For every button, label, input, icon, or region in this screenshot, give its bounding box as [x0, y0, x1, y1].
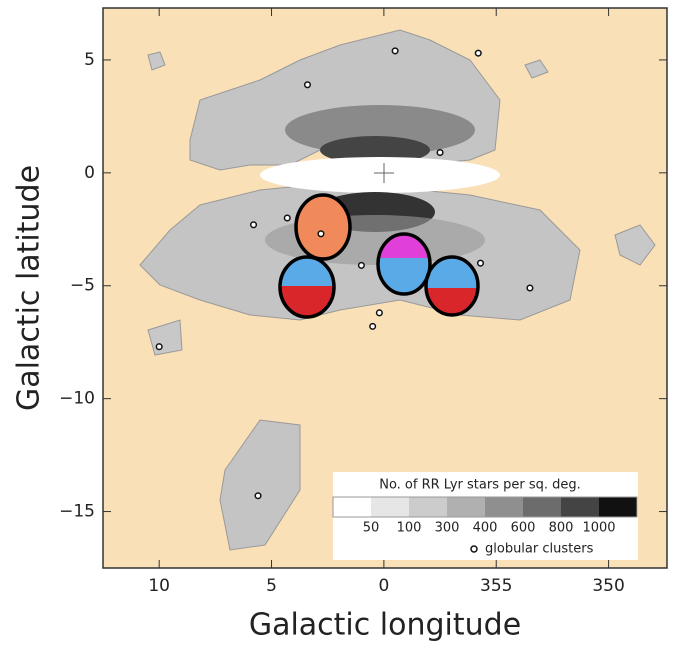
globular-cluster — [283, 214, 291, 222]
colorbar-label: 1000 — [582, 521, 615, 536]
globular-cluster — [303, 81, 312, 89]
colorbar-swatch — [523, 497, 562, 517]
y-tick-label: −15 — [59, 502, 95, 522]
legend-marker — [470, 545, 478, 553]
globular-cluster — [155, 343, 163, 351]
colorbar-title: No. of RR Lyr stars per sq. deg. — [379, 478, 581, 493]
y-tick-label: 0 — [84, 163, 95, 183]
globular-cluster — [375, 309, 383, 317]
x-axis-label: Galactic longitude — [249, 608, 521, 643]
globular-cluster — [476, 259, 485, 267]
legend-label: globular clusters — [485, 542, 594, 557]
colorbar-label: 100 — [397, 521, 422, 536]
x-tick-label: 355 — [480, 576, 512, 596]
globular-cluster — [249, 221, 258, 229]
globular-cluster — [391, 47, 399, 55]
colorbar-label: 50 — [363, 521, 380, 536]
y-axis-label: Galactic latitude — [12, 165, 47, 411]
globular-cluster — [474, 49, 482, 57]
colorbar-frame — [332, 496, 638, 518]
colorbar-label: 400 — [473, 521, 498, 536]
colorbar-label: 600 — [511, 521, 536, 536]
colorbar-swatch — [333, 497, 372, 517]
colorbar-swatch — [485, 497, 524, 517]
y-tick-label: 5 — [84, 50, 95, 70]
colorbar-label: 800 — [549, 521, 574, 536]
colorbar-label: 300 — [435, 521, 460, 536]
y-tick-label: −10 — [59, 389, 95, 409]
x-tick-label: 0 — [378, 576, 389, 596]
center-cross — [374, 163, 394, 183]
globular-cluster — [369, 322, 377, 330]
colorbar-swatch — [561, 497, 600, 517]
colorbar-swatch — [409, 497, 448, 517]
x-tick-label: 5 — [266, 576, 277, 596]
x-tick-label: 350 — [592, 576, 624, 596]
globular-cluster — [436, 148, 444, 157]
globular-cluster — [357, 261, 365, 269]
colorbar-swatch — [371, 497, 410, 517]
colorbar-swatch — [599, 497, 638, 517]
globular-cluster — [317, 230, 325, 238]
x-tick-label: 10 — [148, 576, 170, 596]
y-tick-label: −5 — [70, 276, 95, 296]
colorbar-swatch — [447, 497, 486, 517]
globular-cluster — [254, 492, 262, 500]
globular-cluster — [526, 284, 534, 292]
